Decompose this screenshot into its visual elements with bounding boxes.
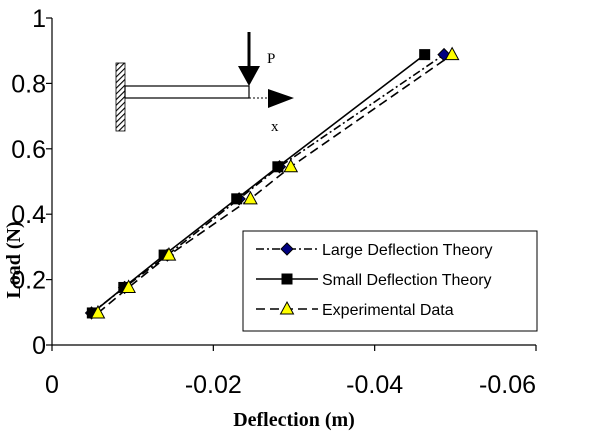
data-point-experimental-data (161, 247, 177, 261)
data-point-experimental-data (121, 279, 136, 293)
x-direction-label: x (271, 119, 279, 135)
fixed-support-wall (115, 62, 126, 132)
x-direction-arrow-icon (268, 89, 294, 108)
y-tick-label: 0.4 (11, 201, 46, 229)
data-point-experimental-data (90, 304, 106, 319)
y-tick-label: 1 (32, 5, 46, 33)
legend-label-large-deflection-theory: Large Deflection Theory (322, 242, 492, 259)
y-tick-label: 0.6 (11, 136, 46, 164)
data-point-experimental-data (243, 190, 258, 205)
data-point-small-deflection-theory (231, 193, 243, 205)
legend-marker-large-deflection-theory (280, 242, 294, 256)
plot-area (84, 46, 460, 320)
y-tick-label: 0 (32, 332, 46, 360)
data-point-small-deflection-theory (272, 161, 284, 173)
legend: Large Deflection Theory Small Deflection … (242, 230, 538, 332)
x-tick-label: -0.06 (479, 371, 536, 399)
force-label: P (267, 51, 275, 67)
x-tick-label: -0.02 (185, 371, 242, 399)
x-tick-label: 0 (45, 371, 59, 399)
y-ticks: 0 0.2 0.4 0.6 0.8 1 (11, 5, 52, 360)
data-point-small-deflection-theory (419, 49, 431, 61)
legend-marker-experimental-data (279, 300, 295, 315)
x-axis-title: Deflection (m) (233, 409, 355, 431)
force-arrow-head (238, 66, 260, 86)
legend-label-small-deflection-theory: Small Deflection Theory (322, 272, 492, 289)
y-axis-title: Load (N) (3, 221, 25, 298)
legend-label-experimental-data: Experimental Data (322, 302, 454, 319)
data-point-experimental-data (283, 158, 299, 173)
cantilever-beam-inset: P x (115, 32, 294, 135)
x-tick-label: -0.04 (346, 371, 403, 399)
y-tick-label: 0.2 (11, 267, 46, 295)
data-point-experimental-data (444, 46, 460, 61)
y-tick-label: 0.8 (11, 70, 46, 98)
legend-marker-small-deflection-theory (281, 273, 293, 285)
beam (124, 85, 250, 99)
x-ticks: 0 -0.02 -0.04 -0.06 (45, 345, 537, 399)
